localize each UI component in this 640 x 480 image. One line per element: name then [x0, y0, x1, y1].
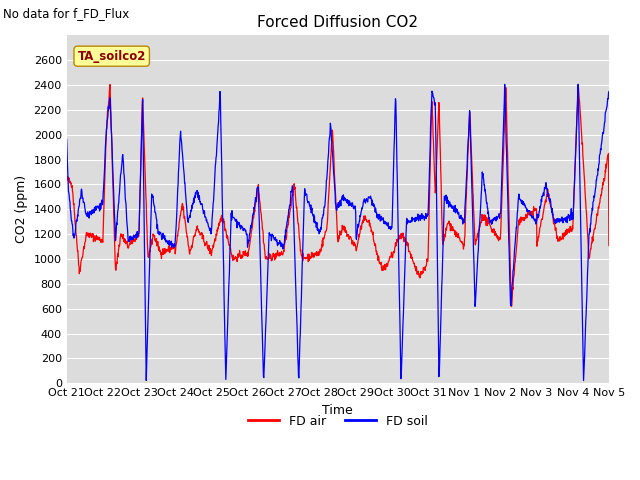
Legend: FD air, FD soil: FD air, FD soil: [243, 410, 433, 433]
Y-axis label: CO2 (ppm): CO2 (ppm): [15, 175, 28, 243]
Title: Forced Diffusion CO2: Forced Diffusion CO2: [257, 15, 419, 30]
Text: TA_soilco2: TA_soilco2: [77, 50, 146, 63]
X-axis label: Time: Time: [323, 404, 353, 417]
Text: No data for f_FD_Flux: No data for f_FD_Flux: [3, 7, 129, 20]
